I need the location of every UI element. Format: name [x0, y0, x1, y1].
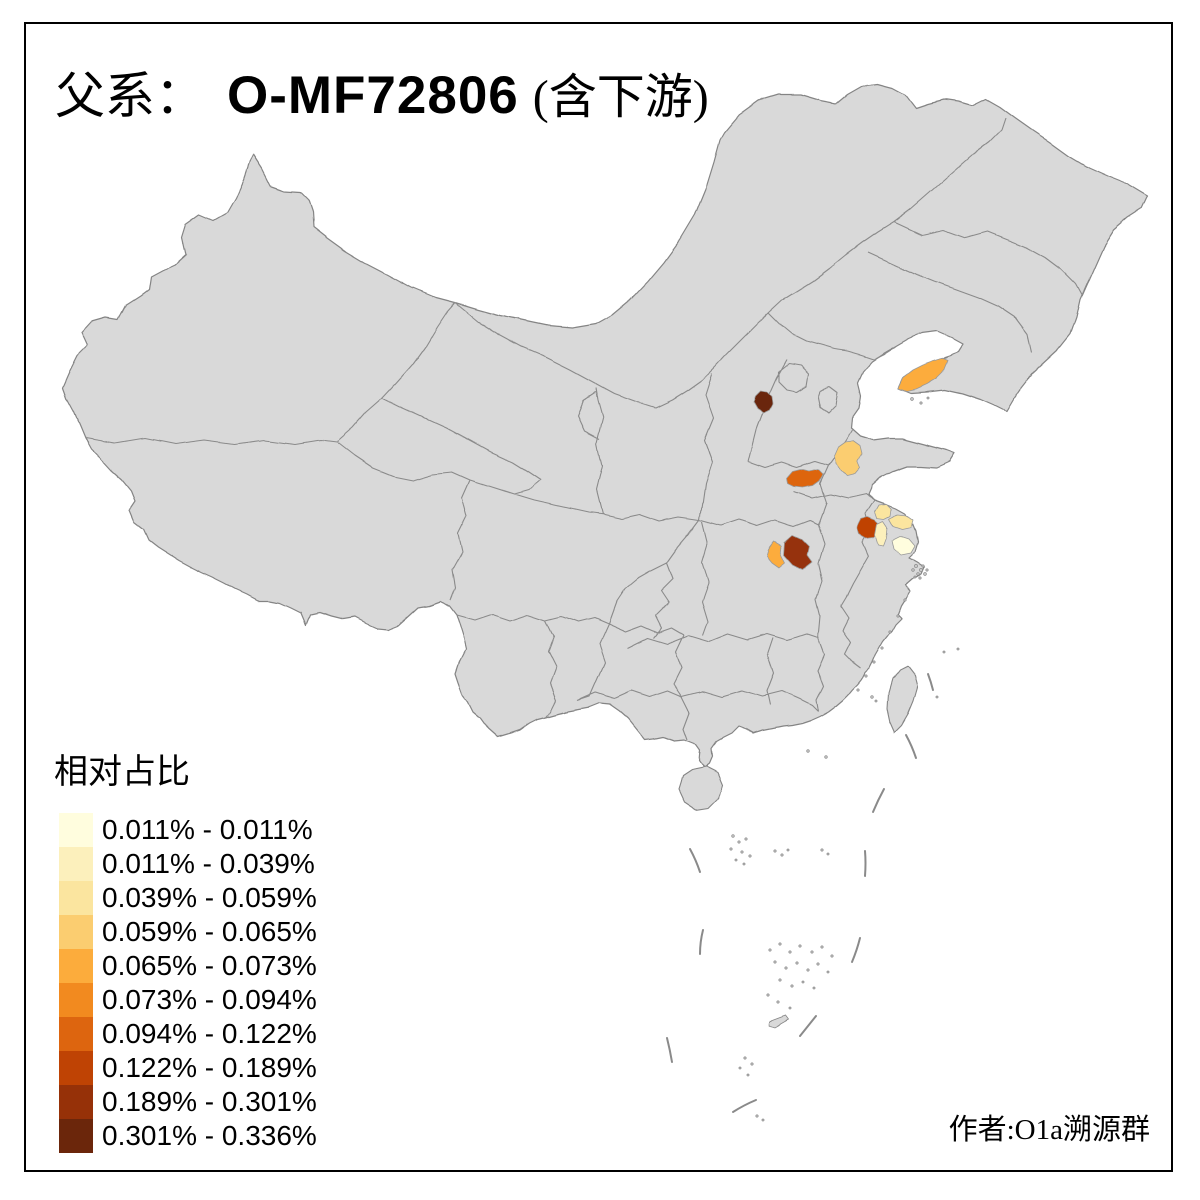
region-hubei-east [783, 534, 813, 570]
province-borders [84, 117, 1083, 740]
title-suffix: (含下游) [532, 71, 709, 124]
legend-swatch [59, 1017, 93, 1051]
legend-label: 0.059% - 0.065% [102, 916, 317, 947]
region-north-henan [787, 469, 824, 489]
region-jiangsu-central [875, 520, 889, 546]
region-jiangsu-east [889, 513, 915, 530]
legend-row: 0.065% - 0.073% [59, 949, 317, 983]
legend-label: 0.039% - 0.059% [102, 882, 317, 913]
legend-row: 0.189% - 0.301% [59, 1085, 317, 1119]
region-jiangsu-coast [891, 535, 916, 556]
legend-swatch [59, 881, 93, 915]
title-haplogroup: O-MF72806 [227, 66, 519, 125]
legend: 相对占比 0.011% - 0.011% 0.011% - 0.039% 0.0… [52, 744, 317, 1153]
legend-label: 0.073% - 0.094% [102, 984, 317, 1015]
legend-row: 0.094% - 0.122% [59, 1017, 317, 1051]
legend-rows: 0.011% - 0.011% 0.011% - 0.039% 0.039% -… [59, 813, 317, 1153]
legend-swatch [59, 949, 93, 983]
island-specks [729, 396, 960, 1122]
legend-swatch [59, 1085, 93, 1119]
legend-label: 0.011% - 0.011% [102, 814, 313, 845]
page-title: 父系： O-MF72806 (含下游) [55, 56, 709, 128]
legend-row: 0.011% - 0.039% [59, 847, 317, 881]
legend-label: 0.065% - 0.073% [102, 950, 317, 981]
legend-label: 0.122% - 0.189% [102, 1052, 317, 1083]
nine-dash-line [666, 673, 934, 1113]
region-central-hebei [752, 390, 773, 414]
legend-row: 0.039% - 0.059% [59, 881, 317, 915]
region-west-shandong [833, 440, 863, 477]
legend-label: 0.094% - 0.122% [102, 1018, 317, 1049]
china-mainland-shape [62, 83, 1149, 769]
region-jiangsu-north [875, 503, 893, 520]
legend-swatch [59, 915, 93, 949]
south-sea-islet [768, 1015, 790, 1029]
legend-row: 0.301% - 0.336% [59, 1119, 317, 1153]
legend-swatch [59, 1051, 93, 1085]
title-prefix: 父系： [55, 68, 205, 124]
legend-row: 0.073% - 0.094% [59, 983, 317, 1017]
legend-swatch [59, 813, 93, 847]
legend-swatch [59, 1119, 93, 1153]
legend-row: 0.059% - 0.065% [59, 915, 317, 949]
region-liaodong-tip [897, 357, 949, 392]
legend-swatch [59, 983, 93, 1017]
legend-swatch [59, 847, 93, 881]
legend-label: 0.189% - 0.301% [102, 1086, 317, 1117]
legend-label: 0.301% - 0.336% [102, 1120, 317, 1151]
taiwan-island [886, 666, 918, 734]
attribution: 作者:O1a溯源群 [948, 1114, 1150, 1146]
region-hubei-west [766, 540, 786, 568]
legend-title: 相对占比 [54, 754, 190, 791]
legend-row: 0.011% - 0.011% [59, 813, 317, 847]
hainan-island [677, 766, 724, 811]
legend-row: 0.122% - 0.189% [59, 1051, 317, 1085]
legend-label: 0.011% - 0.039% [102, 848, 315, 879]
